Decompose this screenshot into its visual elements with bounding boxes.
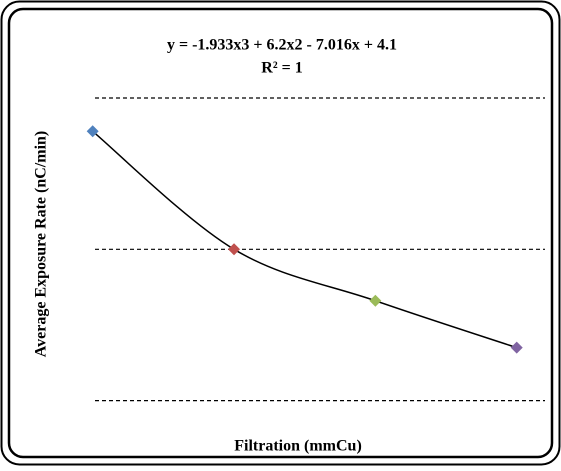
data-point [369, 294, 382, 307]
data-point [86, 125, 99, 138]
data-point [228, 243, 241, 256]
trendline [92, 130, 517, 349]
data-point [510, 341, 523, 354]
inner-frame [7, 7, 554, 459]
y-axis-label: Average Exposure Rate (nC/min) [33, 131, 50, 358]
x-axis-label: Filtration (mmCu) [234, 438, 362, 455]
chart-subtitle: R² = 1 [261, 60, 302, 77]
chart-title: y = -1.933x3 + 6.2x2 - 7.016x + 4.1 [167, 37, 397, 54]
